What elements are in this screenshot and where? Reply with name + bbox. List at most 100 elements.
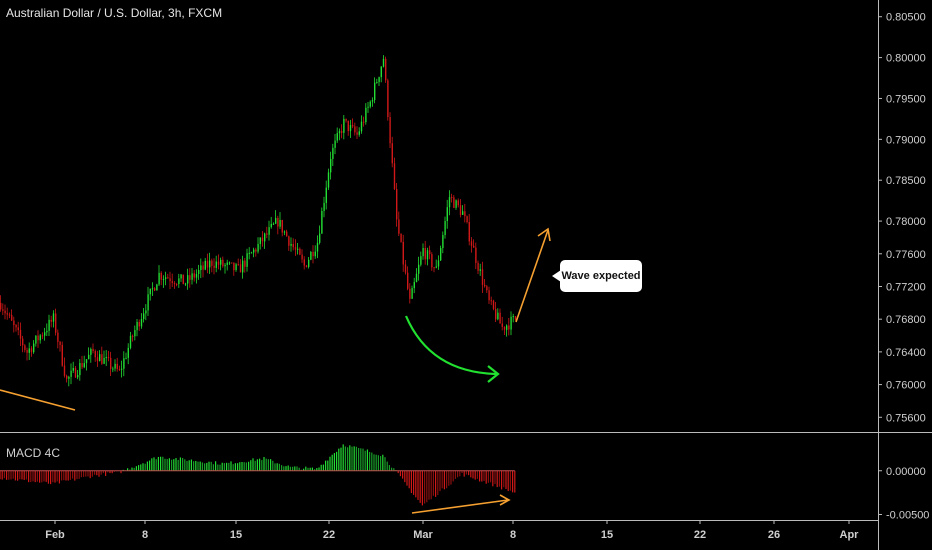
candle-body [286,231,288,237]
candle-body [407,272,409,289]
candle-body [319,233,321,243]
candle-body [501,323,503,327]
candle-body [382,58,385,67]
macd-trendline[interactable] [411,499,509,514]
candle-body [143,313,145,319]
candle-body [217,261,220,265]
price-tick-label: 0.78000 [886,216,926,228]
candle-body [37,335,39,341]
candle-body [118,369,121,371]
candle-body [81,363,83,368]
candle-body [61,344,63,366]
chart-title: Australian Dollar / U.S. Dollar, 3h, FXC… [6,6,223,20]
candle-body [308,259,310,267]
candle-body [17,327,19,331]
candle-body [101,354,103,364]
candle-body [68,376,70,379]
candle-body [484,284,486,287]
candle-body [259,237,261,244]
price-tick-label: 0.77600 [886,249,926,261]
candle-body [374,82,376,101]
price-trendline[interactable] [0,389,76,411]
candle-body [371,100,374,102]
candle-body [435,266,437,268]
candle-body [411,288,413,299]
candle-body [422,247,424,257]
candle-body [466,216,468,222]
candle-body [358,131,360,135]
candle-body [123,358,125,369]
candle-body [246,253,248,267]
price-tick-label: 0.79000 [886,134,926,146]
candle-body [233,262,235,271]
candle-body [497,312,499,320]
candle-body [191,273,193,280]
candle-body [345,118,347,121]
candle-body [57,332,59,342]
candle-body [178,278,180,284]
candle-body [268,227,270,235]
candle-body [85,359,88,364]
candle-body [151,288,154,290]
candle-body [35,335,37,344]
candle-body [224,264,226,267]
candle-body [404,264,407,273]
candle-body [448,197,451,208]
candle-body [446,207,448,222]
curved-arrow[interactable] [404,315,497,376]
candle-body [327,172,330,188]
candle-body [48,319,50,331]
candle-body [206,260,209,268]
candle-body [26,349,28,353]
date-tick-label: Apr [840,529,860,541]
candle-body [110,357,112,369]
candle-body [162,278,165,280]
candle-body [462,211,464,215]
price-tick-label: 0.80000 [886,53,926,65]
candle-body [396,189,398,220]
candle-body [202,265,204,270]
candle-body [248,252,250,254]
candle-body [356,132,358,135]
price-tick-label: 0.78500 [886,175,926,187]
candle-body [231,262,233,264]
price-tick-label: 0.75600 [886,412,926,424]
candle-body [220,259,222,265]
candle-body [398,219,400,234]
candle-body [292,243,294,248]
candle-body [325,187,327,203]
date-tick-label: 15 [601,529,613,541]
wave-expected-callout[interactable]: Wave expected [560,260,642,292]
wave-arrow[interactable] [515,229,549,323]
candle-body [332,147,334,159]
candle-body [121,368,123,370]
candle-body [237,264,239,266]
candle-body [512,316,514,318]
candle-body [424,247,426,260]
candle-body [369,101,371,107]
candle-body [184,283,187,285]
candle-body [189,275,191,280]
candle-body [305,265,308,267]
annotations-layer [0,227,551,514]
candle-body [165,277,167,279]
candle-body [288,236,290,246]
candle-body [112,368,114,370]
candle-body [169,278,171,282]
candle-body [385,58,387,81]
candle-body [310,251,312,260]
candle-body [235,264,237,271]
candle-body [275,217,277,224]
candle-body [508,325,510,330]
candle-body [211,260,213,266]
candle-body [354,126,356,133]
candle-body [132,335,134,337]
candle-body [156,284,158,291]
candle-body [283,231,286,233]
candle-body [158,272,160,285]
candle-body [301,254,303,260]
candle-body [426,250,429,260]
candle-body [213,265,215,268]
price-tick-label: 0.76800 [886,314,926,326]
